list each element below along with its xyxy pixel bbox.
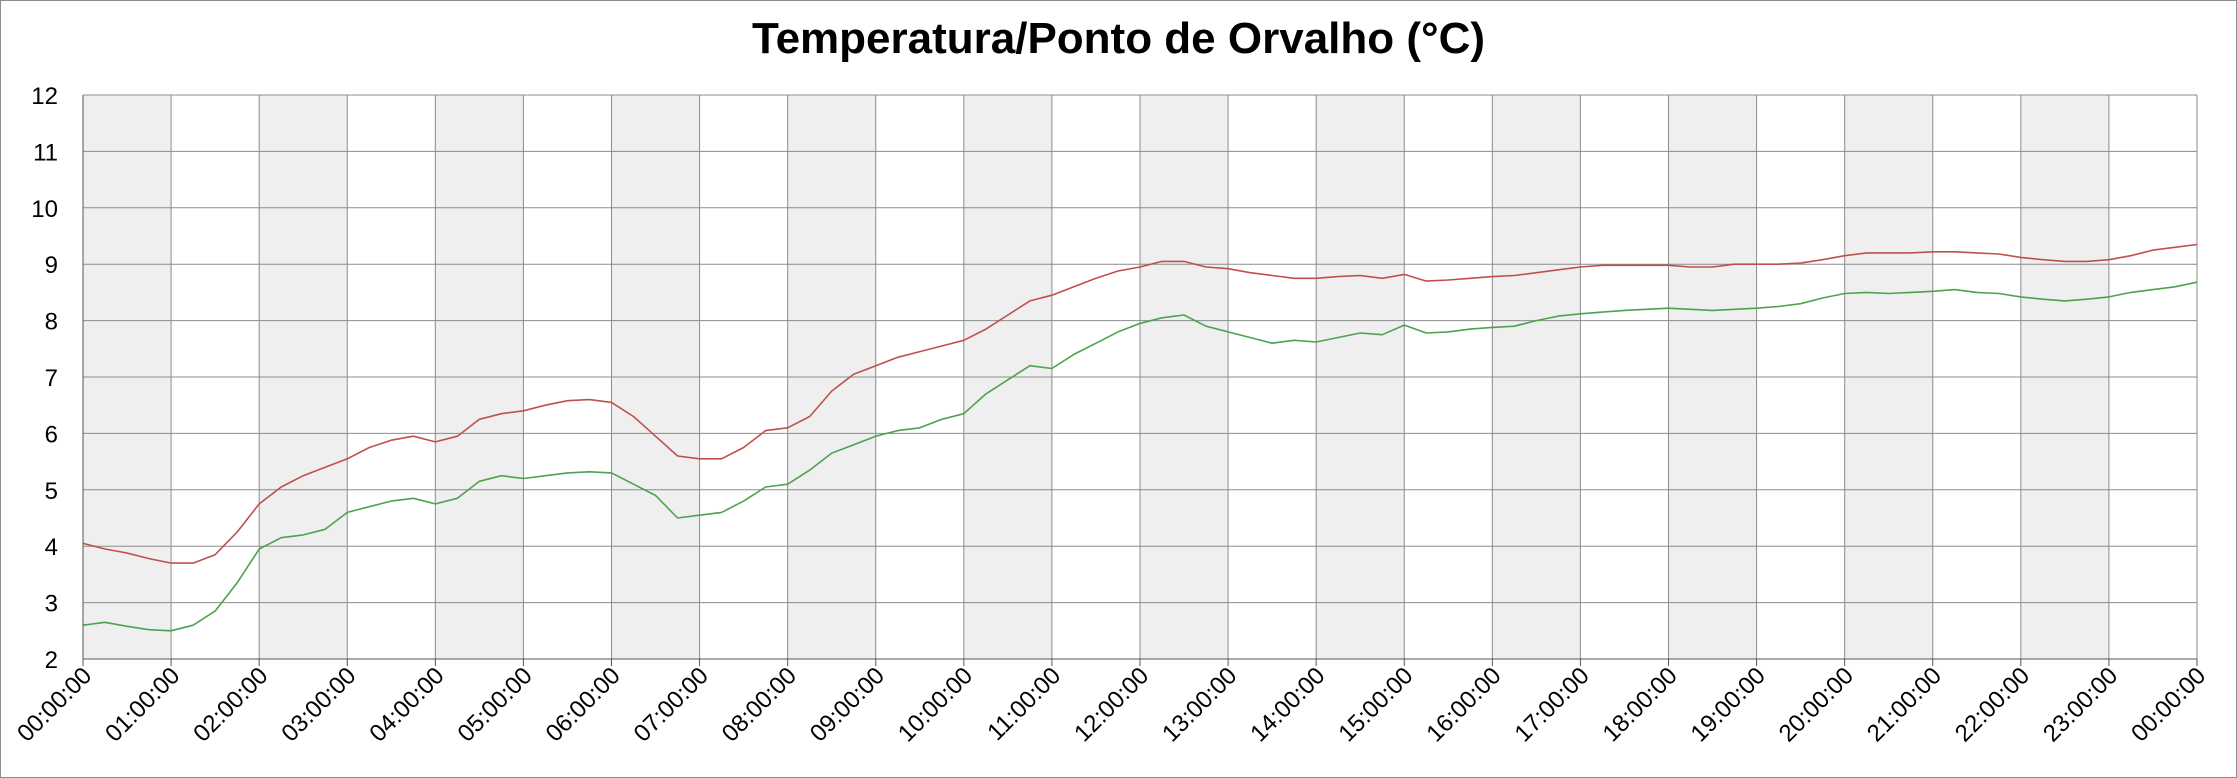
x-tick-label: 05:00:00 — [453, 662, 538, 747]
y-tick-label: 3 — [45, 591, 58, 618]
x-tick-label: 21:00:00 — [1862, 662, 1947, 747]
y-tick-label: 9 — [45, 252, 58, 279]
x-tick-label: 12:00:00 — [1069, 662, 1154, 747]
temperature-line — [82, 243, 2198, 564]
series-lines — [82, 243, 2198, 632]
dew-point-line — [82, 281, 2198, 632]
x-tick-label: 04:00:00 — [364, 662, 449, 747]
y-tick-label: 7 — [45, 365, 58, 392]
y-tick-label: 11 — [33, 139, 58, 166]
y-tick-label: 5 — [45, 478, 58, 505]
x-tick-label: 06:00:00 — [541, 662, 626, 747]
x-tick-label: 02:00:00 — [188, 662, 273, 747]
x-tick-label: 08:00:00 — [717, 662, 802, 747]
vertical-gridlines — [82, 95, 2198, 666]
x-tick-label: 10:00:00 — [893, 662, 978, 747]
x-tick-label: 01:00:00 — [100, 662, 185, 747]
x-tick-label: 03:00:00 — [276, 662, 361, 747]
x-tick-label: 00:00:00 — [12, 662, 97, 747]
x-tick-label: 07:00:00 — [629, 662, 714, 747]
x-tick-label: 15:00:00 — [1333, 662, 1418, 747]
x-tick-label: 11:00:00 — [982, 662, 1066, 746]
x-tick-label: 14:00:00 — [1245, 662, 1330, 747]
x-tick-label: 20:00:00 — [1774, 662, 1859, 747]
x-axis-tick-labels: 00:00:00 01:00:00 02:00:00 03:00:00 04:00:00… — [12, 662, 2211, 747]
y-axis-tick-labels: 2 3 4 5 6 7 8 9 10 11 12 — [31, 83, 58, 674]
x-tick-label: 00:00:00 — [2126, 662, 2211, 747]
y-tick-label: 10 — [31, 196, 58, 223]
x-tick-label: 18:00:00 — [1598, 662, 1683, 747]
x-tick-label: 17:00:00 — [1510, 662, 1595, 747]
x-tick-label: 19:00:00 — [1686, 662, 1771, 747]
axes — [82, 95, 2197, 660]
y-tick-label: 6 — [45, 421, 58, 448]
y-tick-label: 8 — [45, 309, 58, 336]
x-tick-label: 13:00:00 — [1157, 662, 1242, 747]
y-tick-label: 4 — [45, 534, 58, 561]
chart-title: Temperatura/Ponto de Orvalho (°C) — [751, 14, 1486, 63]
y-tick-label: 12 — [31, 83, 58, 110]
y-tick-label: 2 — [45, 647, 58, 674]
x-tick-label: 23:00:00 — [2038, 662, 2123, 747]
x-tick-label: 22:00:00 — [1950, 662, 2035, 747]
x-tick-label: 09:00:00 — [805, 662, 890, 747]
x-tick-label: 16:00:00 — [1421, 662, 1506, 747]
